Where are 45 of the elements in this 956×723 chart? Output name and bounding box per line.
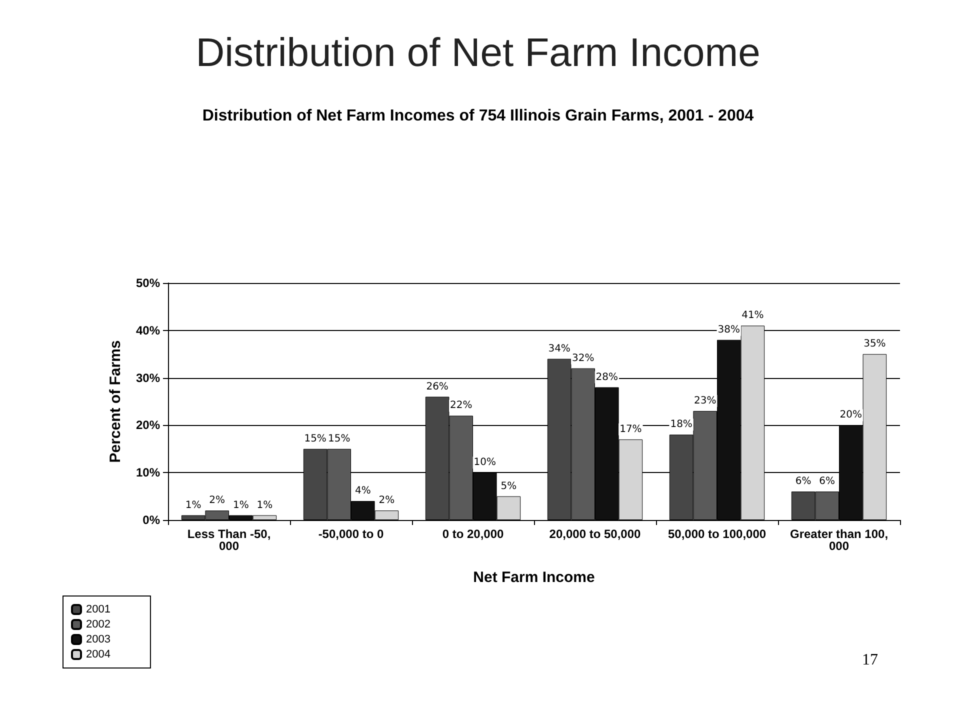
x-tick-label: 20,000 to 50,000 [549,527,642,541]
data-label: 41% [742,310,764,322]
x-tick-label: 0 to 20,000 [442,527,504,541]
x-tick-label: Less Than -50,000 [187,527,271,553]
legend-label: 2002 [86,618,110,630]
y-tick-label: 0% [142,513,160,527]
data-label: 22% [450,400,472,412]
data-label: 1% [256,500,273,511]
legend-label: 2001 [86,604,110,616]
data-label: 2% [209,495,226,506]
y-tick-label: 20% [136,418,160,432]
data-label: 15% [328,433,350,444]
data-label: 6% [819,476,836,488]
x-tick-label: 50,000 to 100,000 [668,527,766,541]
data-label: 35% [864,338,886,350]
x-tick-label: -50,000 to 0 [318,527,384,541]
data-label: 20% [840,410,862,421]
x-axis-title: Net Farm Income [473,569,595,586]
data-label: 4% [354,486,371,497]
data-label: 17% [620,424,642,435]
legend-label: 2003 [86,634,110,646]
data-label: 2% [378,495,395,506]
chart-subtitle: Distribution of Net Farm Incomes of 754 Illinois Grain Farms, 2001 - 2004 [202,108,754,124]
data-label: 34% [548,343,570,354]
text: 17 [862,652,878,668]
data-label: 1% [185,500,202,511]
data-label: 23% [694,395,716,406]
data-label: 18% [670,419,692,430]
y-tick-label: 40% [136,323,160,338]
y-tick-label: 10% [136,466,160,480]
chart-title: Distribution of Net Farm Income [196,31,760,75]
data-label: 5% [500,480,517,492]
data-label: 28% [596,372,618,383]
y-axis-title: Percent of Farms [107,340,124,463]
data-label: 32% [572,352,594,364]
data-label: 38% [718,324,740,336]
data-label: 15% [304,433,326,444]
data-label: 1% [232,500,249,511]
data-label: 6% [795,476,812,488]
x-tick-label: Greater than 100,000 [790,527,888,553]
data-label: 10% [474,457,496,468]
legend-label: 2004 [86,648,110,660]
y-tick-label: 30% [136,370,160,385]
y-tick-label: 50% [136,276,160,290]
data-label: 26% [426,381,448,392]
